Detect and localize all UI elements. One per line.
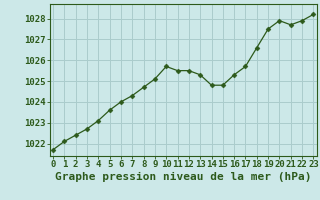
X-axis label: Graphe pression niveau de la mer (hPa): Graphe pression niveau de la mer (hPa) (55, 172, 311, 182)
